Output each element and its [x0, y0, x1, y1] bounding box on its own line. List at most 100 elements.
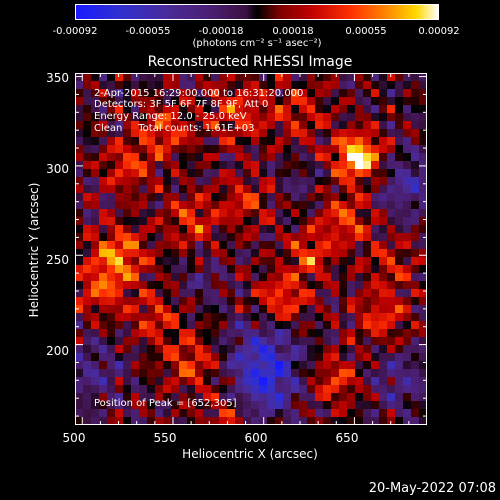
heatmap-cell	[323, 289, 332, 298]
heatmap-cell	[123, 265, 132, 274]
heatmap-cell	[251, 345, 260, 354]
heatmap-cell	[275, 137, 284, 146]
heatmap-cell	[99, 97, 108, 106]
heatmap-cell	[123, 281, 132, 290]
heatmap-cell	[299, 201, 308, 210]
heatmap-cell	[147, 281, 156, 290]
heatmap-cell	[307, 217, 316, 226]
heatmap-cell	[379, 73, 388, 82]
heatmap-cell	[163, 297, 172, 306]
heatmap-cell	[219, 385, 228, 394]
heatmap-cell	[259, 113, 268, 122]
heatmap-cell	[347, 409, 356, 418]
heatmap-cell	[291, 337, 300, 346]
heatmap-cell	[91, 193, 100, 202]
heatmap-cell	[163, 233, 172, 242]
heatmap-cell	[235, 321, 244, 330]
heatmap-cell	[179, 257, 188, 266]
heatmap-cell	[283, 217, 292, 226]
heatmap-cell	[323, 353, 332, 362]
heatmap-cell	[139, 401, 148, 410]
heatmap-cell	[203, 393, 212, 402]
heatmap-cell	[83, 73, 92, 82]
heatmap-cell	[131, 401, 140, 410]
heatmap-cell	[147, 177, 156, 186]
heatmap-cell	[275, 121, 284, 130]
heatmap-cell	[363, 137, 372, 146]
heatmap-cell	[275, 177, 284, 186]
heatmap-cell	[379, 225, 388, 234]
heatmap-cell	[387, 89, 396, 98]
heatmap-cell	[227, 129, 236, 138]
heatmap-cell	[179, 313, 188, 322]
heatmap-cell	[307, 313, 316, 322]
heatmap-cell	[339, 321, 348, 330]
heatmap-cell	[259, 377, 268, 386]
heatmap-cell	[99, 209, 108, 218]
heatmap-cell	[75, 393, 84, 402]
heatmap-cell	[267, 73, 276, 82]
heatmap-cell	[235, 337, 244, 346]
heatmap-cell	[131, 249, 140, 258]
heatmap-cell	[115, 161, 124, 170]
heatmap-cell	[315, 161, 324, 170]
heatmap-cell	[419, 81, 427, 90]
heatmap-cell	[211, 273, 220, 282]
heatmap-cell	[83, 153, 92, 162]
heatmap-cell	[363, 129, 372, 138]
heatmap-cell	[323, 185, 332, 194]
heatmap-cell	[99, 177, 108, 186]
heatmap-cell	[243, 385, 252, 394]
heatmap-cell	[155, 161, 164, 170]
heatmap-cell	[99, 161, 108, 170]
heatmap-cell	[411, 345, 420, 354]
heatmap-cell	[371, 321, 380, 330]
heatmap-cell	[83, 209, 92, 218]
heatmap-cell	[75, 353, 84, 362]
heatmap-cell	[115, 409, 124, 418]
heatmap-cell	[107, 297, 116, 306]
heatmap-cell	[307, 97, 316, 106]
heatmap-cell	[275, 377, 284, 386]
heatmap-cell	[307, 257, 316, 266]
heatmap-cell	[187, 193, 196, 202]
heatmap-cell	[395, 393, 404, 402]
heatmap-cell	[163, 377, 172, 386]
heatmap-cell	[171, 353, 180, 362]
heatmap-cell	[203, 345, 212, 354]
heatmap-cell	[283, 129, 292, 138]
heatmap-cell	[323, 321, 332, 330]
heatmap-cell	[187, 161, 196, 170]
heatmap-cell	[291, 177, 300, 186]
heatmap-cell	[403, 377, 412, 386]
heatmap-cell	[403, 337, 412, 346]
heatmap-cell	[283, 73, 292, 82]
heatmap-cell	[203, 265, 212, 274]
heatmap-cell	[187, 209, 196, 218]
heatmap-cell	[267, 345, 276, 354]
heatmap-cell	[219, 225, 228, 234]
heatmap-cell	[203, 233, 212, 242]
heatmap-cell	[267, 241, 276, 250]
heatmap-cell	[259, 225, 268, 234]
heatmap-cell	[299, 385, 308, 394]
heatmap-cell	[299, 305, 308, 314]
heatmap-cell	[227, 281, 236, 290]
heatmap-cell	[259, 185, 268, 194]
heatmap-cell	[115, 345, 124, 354]
heatmap-cell	[243, 345, 252, 354]
heatmap-cell	[331, 121, 340, 130]
heatmap-cell	[179, 385, 188, 394]
heatmap-cell	[83, 281, 92, 290]
heatmap-cell	[171, 225, 180, 234]
heatmap-cell	[395, 361, 404, 370]
heatmap-cell	[155, 113, 164, 122]
heatmap-cell	[115, 185, 124, 194]
heatmap-cell	[275, 249, 284, 258]
heatmap-cell	[235, 305, 244, 314]
heatmap-cell	[323, 201, 332, 210]
heatmap-cell	[315, 105, 324, 114]
heatmap-cell	[395, 233, 404, 242]
heatmap-cell	[91, 337, 100, 346]
heatmap-cell	[171, 377, 180, 386]
